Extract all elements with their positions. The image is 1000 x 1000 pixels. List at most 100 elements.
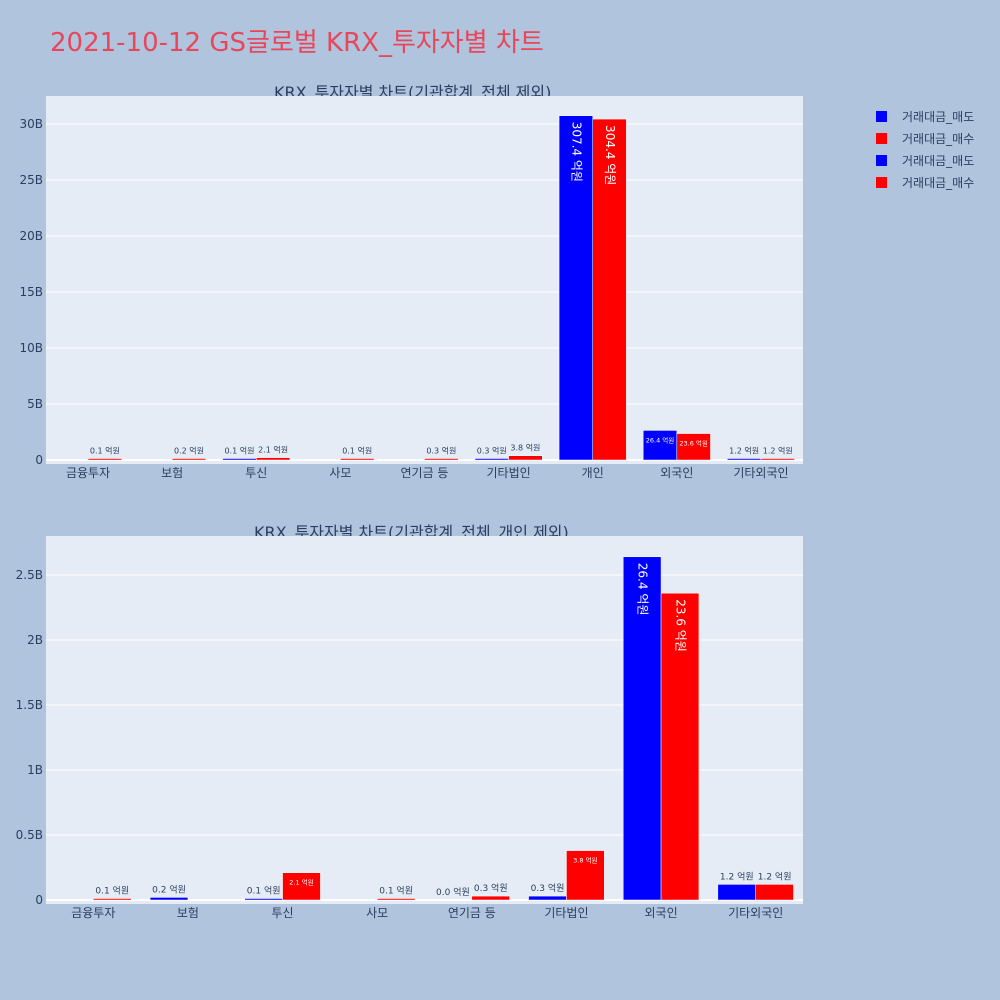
bar [171, 458, 207, 461]
bar [558, 115, 593, 461]
data-label: 0.1 억원 [224, 446, 254, 456]
bar [528, 895, 567, 901]
bar [622, 556, 662, 901]
legend-item[interactable]: 거래대금_매수 [876, 171, 974, 193]
x-tick-label: 금융투자 [66, 466, 110, 480]
y-tick-label: 2.5B [16, 568, 43, 582]
data-label: 0.2 억원 [174, 446, 204, 456]
data-label: 0.3 억원 [531, 882, 565, 894]
legend: 거래대금_매도 거래대금_매수 거래대금_매도 거래대금_매수 [876, 105, 974, 193]
bar [760, 458, 795, 461]
legend-swatch [876, 110, 887, 122]
bar [474, 458, 509, 461]
data-label: 23.6 억원 [679, 439, 708, 448]
bar [660, 592, 700, 901]
bar [256, 457, 291, 461]
x-tick-label: 사모 [329, 466, 351, 480]
legend-item[interactable]: 거래대금_매수 [876, 127, 974, 149]
bar [376, 898, 416, 901]
legend-label: 거래대금_매도 [902, 153, 975, 168]
bar [244, 898, 283, 901]
data-label: 0.1 억원 [95, 885, 129, 897]
x-tick-label: 기타외국인 [733, 466, 788, 480]
data-label: 0.1 억원 [342, 446, 372, 456]
bar [471, 895, 510, 901]
data-label: 0.3 억원 [474, 882, 508, 894]
x-tick-label: 사모 [366, 906, 388, 920]
legend-swatch [876, 154, 887, 166]
y-tick-label: 5B [27, 397, 43, 411]
bar [592, 118, 627, 461]
data-label: 2.1 억원 [258, 445, 288, 455]
bar [149, 897, 189, 901]
data-label: 3.8 억원 [573, 856, 597, 865]
data-label: 0.0 억원 [436, 886, 470, 898]
x-tick-label: 보험 [161, 466, 183, 480]
y-tick-label: 25B [19, 173, 43, 187]
data-label: 0.3 억원 [426, 446, 456, 456]
x-tick-label: 개인 [582, 466, 604, 480]
bar [755, 884, 794, 901]
x-tick-label: 기타법인 [487, 466, 531, 480]
legend-swatch [876, 132, 887, 144]
x-tick-label: 투신 [272, 906, 294, 920]
y-tick-label: 20B [19, 229, 43, 243]
x-tick-label: 금융투자 [71, 906, 115, 920]
bar [642, 430, 678, 461]
bar [717, 884, 756, 901]
bar [566, 850, 605, 901]
data-label: 23.6 억원 [673, 599, 687, 652]
plot-area [46, 96, 803, 464]
bar [222, 458, 257, 461]
bar [87, 458, 122, 461]
bar [508, 455, 543, 461]
y-tick-label: 0.5B [16, 828, 43, 842]
y-tick-label: 30B [19, 117, 43, 131]
y-tick-label: 0 [35, 893, 43, 907]
data-label: 2.1 억원 [289, 878, 313, 887]
bar [727, 458, 762, 461]
data-label: 0.2 억원 [152, 883, 186, 895]
legend-item[interactable]: 거래대금_매도 [876, 105, 974, 127]
legend-label: 거래대금_매도 [902, 109, 975, 124]
x-tick-label: 투신 [245, 466, 267, 480]
page-title: 2021-10-12 GS글로벌 KRX_투자자별 차트 [50, 28, 544, 58]
data-label: 3.8 억원 [510, 443, 540, 453]
data-label: 26.4 억원 [646, 435, 675, 444]
y-tick-label: 1.5B [16, 698, 43, 712]
x-tick-label: 기타법인 [544, 906, 588, 920]
data-label: 1.2 억원 [720, 870, 754, 882]
data-label: 26.4 억원 [636, 563, 650, 616]
x-tick-label: 연기금 등 [448, 906, 496, 920]
bar [282, 872, 321, 901]
x-tick-label: 연기금 등 [401, 466, 449, 480]
bar [424, 458, 459, 461]
y-tick-label: 10B [19, 341, 43, 355]
data-label: 0.1 억원 [247, 885, 281, 897]
y-tick-label: 1B [27, 763, 43, 777]
data-label: 0.1 억원 [90, 446, 120, 456]
legend-label: 거래대금_매수 [902, 131, 975, 146]
bar [93, 898, 132, 901]
legend-label: 거래대금_매수 [902, 175, 975, 190]
y-tick-label: 0 [35, 453, 43, 467]
x-tick-label: 보험 [177, 906, 199, 920]
data-label: 0.1 억원 [379, 885, 413, 897]
data-label: 0.3 억원 [477, 446, 507, 456]
bar [676, 433, 711, 461]
legend-item[interactable]: 거래대금_매도 [876, 149, 974, 171]
legend-swatch [876, 176, 887, 188]
data-label: 1.2 억원 [758, 870, 792, 882]
y-tick-label: 2B [27, 633, 43, 647]
data-label: 1.2 억원 [729, 446, 759, 456]
data-label: 304.4 억원 [603, 125, 617, 185]
y-tick-label: 15B [19, 285, 43, 299]
x-tick-label: 외국인 [645, 906, 678, 920]
data-label: 1.2 억원 [763, 446, 793, 456]
x-tick-label: 기타외국인 [728, 906, 783, 920]
data-label: 307.4 억원 [569, 122, 583, 182]
x-tick-label: 외국인 [660, 466, 693, 480]
